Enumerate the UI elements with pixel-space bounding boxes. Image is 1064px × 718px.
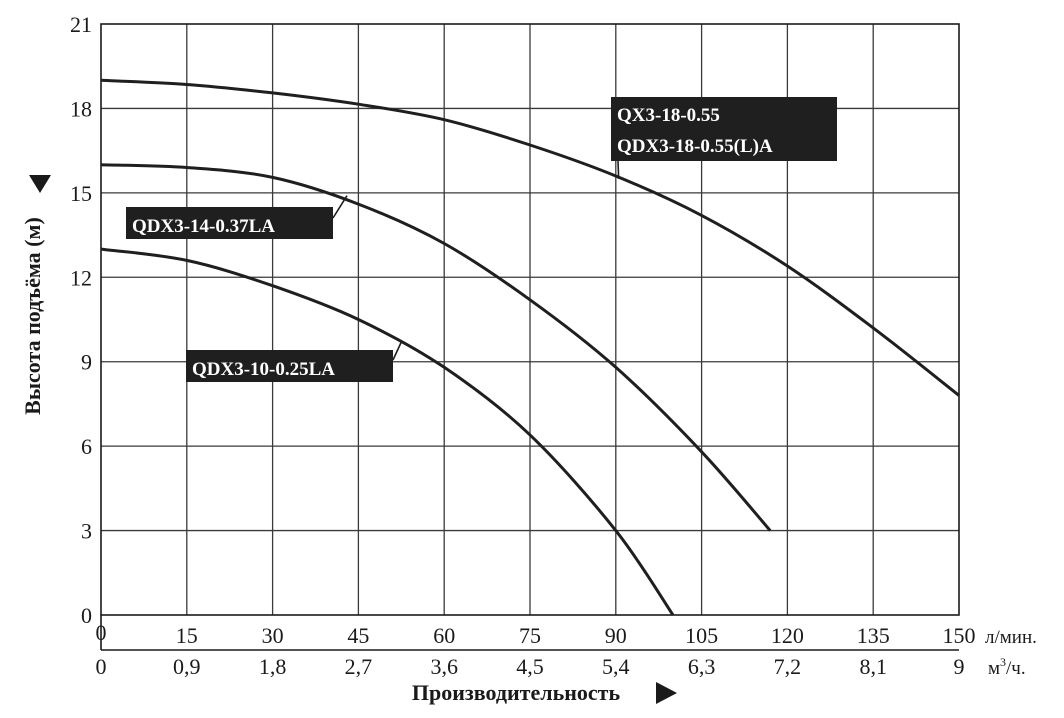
x2-tick-label: 3,6 xyxy=(430,654,458,679)
x-tick-label: 120 xyxy=(771,623,804,648)
y-axis-title: Высота подъёма (м) xyxy=(20,217,45,415)
y-tick-label: 18 xyxy=(70,96,92,121)
x2-tick-label: 6,3 xyxy=(688,654,716,679)
series-label-box xyxy=(611,97,837,161)
series-label-leader xyxy=(617,160,620,179)
x-tick-label: 0 xyxy=(96,620,107,645)
y-tick-label: 6 xyxy=(81,434,92,459)
x-axis-unit-secondary-base: м xyxy=(988,658,1000,679)
y-tick-label: 0 xyxy=(81,603,92,628)
series-line xyxy=(100,78,960,397)
x2-tick-label: 5,4 xyxy=(602,654,630,679)
y-tick-label: 9 xyxy=(81,350,92,375)
x-tick-label: 90 xyxy=(605,623,627,648)
y-tick-label: 3 xyxy=(81,519,92,544)
tick-labels: 00150,9301,8452,7603,6754,5905,41056,312… xyxy=(70,12,976,679)
y-tick-label: 12 xyxy=(70,265,92,290)
x-tick-label: 135 xyxy=(857,623,890,648)
x2-tick-label: 8,1 xyxy=(859,654,887,679)
x-tick-label: 60 xyxy=(433,623,455,648)
x-axis-unit-secondary-tail: /ч. xyxy=(1006,658,1026,679)
x-axis-title: Производительность xyxy=(412,680,621,705)
x-axis-unit-secondary: м3/ч. xyxy=(988,655,1026,679)
x2-tick-label: 4,5 xyxy=(516,654,544,679)
x-tick-label: 30 xyxy=(262,623,284,648)
series-labels: QX3-18-0.55 QDX3-18-0.55(L)A QDX3-14-0.37L… xyxy=(126,97,837,382)
series-label: QX3-18-0.55 xyxy=(617,105,720,126)
curves xyxy=(100,78,960,616)
series-label-box xyxy=(186,350,393,382)
x2-tick-label: 7,2 xyxy=(774,654,802,679)
y-axis-arrow-icon xyxy=(29,175,51,193)
x2-tick-label: 0 xyxy=(96,654,107,679)
x-tick-label: 15 xyxy=(176,623,198,648)
series-line xyxy=(100,163,772,532)
x2-tick-label: 2,7 xyxy=(345,654,373,679)
series-label: QDX3-18-0.55(L)A xyxy=(617,136,773,157)
x2-tick-label: 0,9 xyxy=(173,654,201,679)
x2-tick-label: 1,8 xyxy=(259,654,287,679)
x-axis-unit-primary: л/мин. xyxy=(985,627,1037,648)
plot-frame xyxy=(100,23,960,616)
series-label-leader xyxy=(332,195,348,219)
x2-tick-label: 9 xyxy=(954,654,965,679)
series-label-leader xyxy=(392,341,403,361)
x-tick-label: 150 xyxy=(943,623,976,648)
x-axis-arrow-icon xyxy=(656,682,677,704)
x-tick-label: 45 xyxy=(347,623,369,648)
series-label: QDX3-10-0.25LA xyxy=(192,359,335,380)
x-tick-label: 105 xyxy=(685,623,718,648)
series-label-box xyxy=(126,207,333,239)
x-axis-unit-secondary-sup: 3 xyxy=(1000,655,1006,669)
series-line xyxy=(100,247,675,616)
y-tick-label: 15 xyxy=(70,181,92,206)
series-label: QDX3-14-0.37LA xyxy=(132,216,275,237)
y-tick-label: 21 xyxy=(70,12,92,37)
x-tick-label: 75 xyxy=(519,623,541,648)
